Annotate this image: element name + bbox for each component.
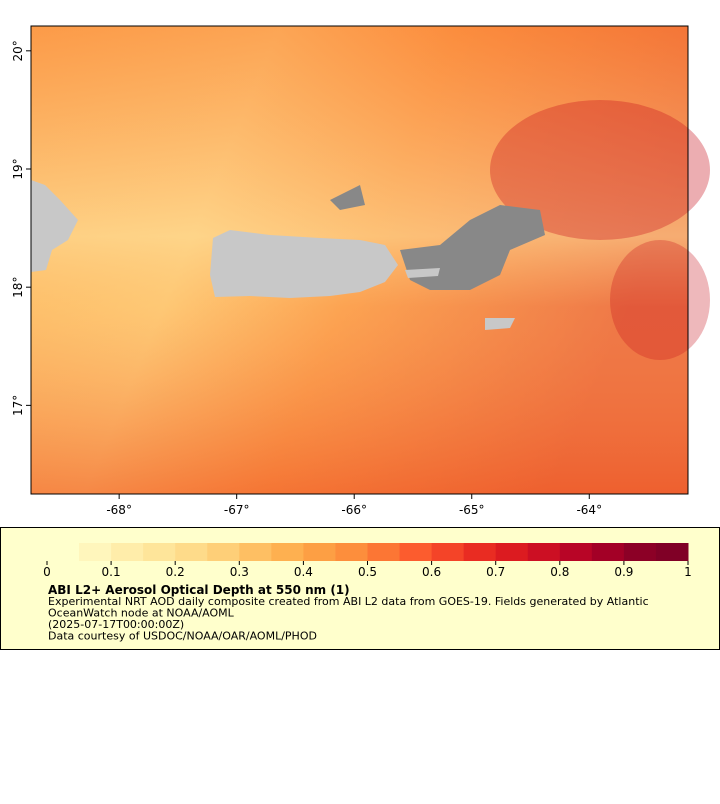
x-tick-label: -66° <box>341 503 367 517</box>
x-tick-label: -68° <box>106 503 132 517</box>
colorbar-swatch <box>463 543 497 561</box>
legend-title: ABI L2+ Aerosol Optical Depth at 550 nm … <box>48 583 350 597</box>
colorbar-tick-label: 0.6 <box>422 565 441 579</box>
colorbar-swatch <box>175 543 208 561</box>
colorbar-swatch <box>527 543 561 561</box>
colorbar-swatch <box>495 543 529 561</box>
colorbar-swatch <box>591 543 625 561</box>
colorbar-swatch <box>431 543 465 561</box>
colorbar-tick-label: 0.7 <box>486 565 505 579</box>
land-island <box>405 268 440 278</box>
aod-high-region <box>490 100 710 240</box>
colorbar-tick-label: 0.2 <box>166 565 185 579</box>
colorbar-swatch <box>399 543 433 561</box>
colorbar-swatch <box>47 543 80 561</box>
colorbar-swatch <box>271 543 304 561</box>
x-tick-label: -65° <box>459 503 485 517</box>
colorbar-swatch <box>207 543 240 561</box>
land-island <box>485 318 515 330</box>
map-frame <box>30 25 689 495</box>
colorbar-swatch <box>303 543 336 561</box>
colorbar-tick-label: 0.8 <box>550 565 569 579</box>
colorbar-tick-label: 1 <box>684 565 692 579</box>
colorbar-swatch <box>239 543 272 561</box>
colorbar-tick-label: 0.9 <box>614 565 633 579</box>
colorbar-tick-label: 0.4 <box>294 565 313 579</box>
colorbar-swatch <box>367 543 401 561</box>
aod-high-region <box>610 240 710 360</box>
colorbar-swatch <box>623 543 657 561</box>
colorbar-tick-label: 0 <box>43 565 51 579</box>
cloud-mask <box>330 185 365 210</box>
map-raster <box>31 26 710 494</box>
colorbar-tick-label: 0.3 <box>230 565 249 579</box>
land-hispaniola <box>31 180 78 272</box>
y-tick-label: 18° <box>11 277 25 298</box>
colorbar-swatch <box>559 543 593 561</box>
y-tick-label: 19° <box>11 158 25 179</box>
colorbar-swatch <box>79 543 112 561</box>
y-tick-label: 17° <box>11 395 25 416</box>
colorbar-tick-label: 0.1 <box>102 565 121 579</box>
land-puerto-rico <box>210 230 398 298</box>
x-tick-label: -64° <box>576 503 602 517</box>
legend-note: (2025-07-17T00:00:00Z) <box>48 618 184 631</box>
colorbar-swatch <box>655 543 689 561</box>
legend-note: OceanWatch node at NOAA/AOML <box>48 607 235 620</box>
legend-note: Data courtesy of USDOC/NOAA/OAR/AOML/PHO… <box>48 630 317 643</box>
colorbar-swatch <box>335 543 368 561</box>
colorbar-swatch <box>111 543 144 561</box>
colorbar-tick-label: 0.5 <box>358 565 377 579</box>
legend-note: Experimental NRT AOD daily composite cre… <box>48 595 649 608</box>
y-tick-label: 20° <box>11 40 25 61</box>
colorbar-swatch <box>143 543 176 561</box>
x-tick-label: -67° <box>224 503 250 517</box>
